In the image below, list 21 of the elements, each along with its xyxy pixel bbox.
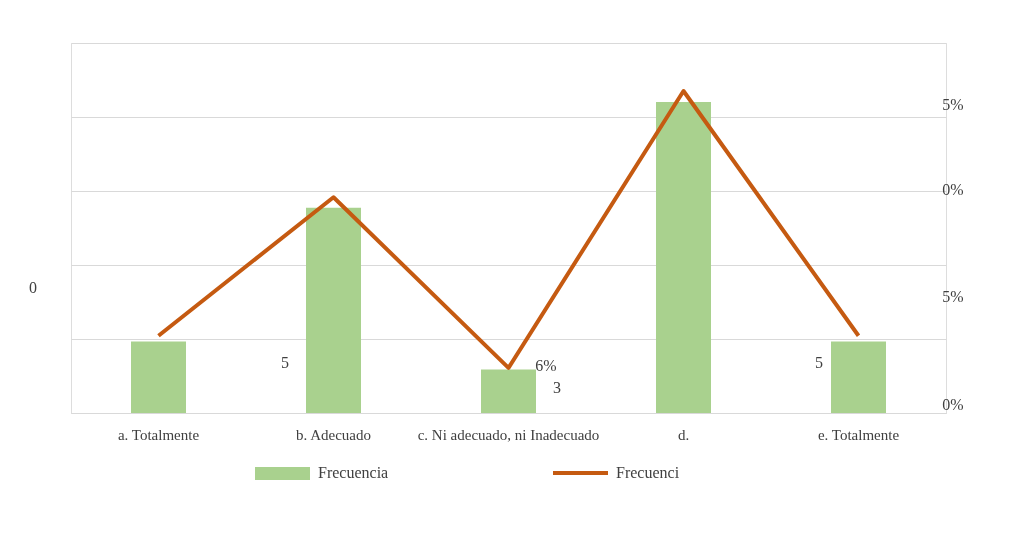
annotation: 0% — [942, 396, 964, 413]
annotation: 5% — [942, 288, 964, 305]
legend-label: Frecuenci — [616, 464, 680, 481]
text: 0 — [29, 279, 37, 296]
annotation: 5 — [815, 354, 823, 371]
annotation: 3 — [553, 379, 561, 396]
x-tick-label: d. — [677, 426, 690, 443]
annotation: 0% — [942, 181, 964, 198]
bar — [831, 341, 886, 413]
bar — [131, 341, 186, 413]
bar — [306, 207, 361, 413]
annotation: 5% — [942, 96, 964, 113]
bar — [481, 369, 536, 413]
legend-label: Frecuencia — [318, 464, 389, 481]
x-tick-label: a. Totalmente — [117, 426, 200, 443]
x-tick-label: b. Adecuado — [296, 426, 371, 443]
annotation: 5 — [281, 354, 289, 371]
annotation: 6% — [535, 357, 557, 374]
x-tick-label: c. Ni adecuado, ni Inadecuado — [417, 426, 600, 443]
x-tick-label: e. Totalmente — [817, 426, 900, 443]
bar — [656, 102, 711, 413]
